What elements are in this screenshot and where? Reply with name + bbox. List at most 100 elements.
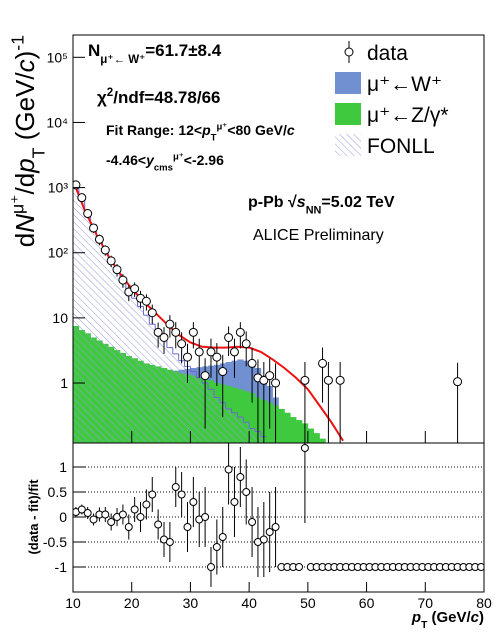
residual-point [206,563,215,571]
residual-point [259,535,268,544]
hist-bin [237,417,244,443]
annotation: ALICE Preliminary [253,227,384,244]
data-point [147,308,157,318]
residual-point [218,533,227,541]
data-point [100,245,110,255]
residual-point [300,444,309,452]
annotation: χ2/ndf=48.78/66 [97,87,220,107]
data-point [212,352,222,362]
residual-point [107,518,116,526]
x-axis-label: pT (GeV/c) [411,609,484,631]
text-part: cms [154,163,173,174]
residual-point [201,513,210,521]
text-part: N [88,41,100,60]
data-point [141,296,151,306]
legend-symbol [335,103,361,125]
hist-bin [249,428,256,443]
hist-bin [208,389,215,443]
residual-point [248,518,257,526]
y-tick-label: -0.5 [43,534,67,550]
hist-bin [161,340,168,443]
data-point [73,180,81,190]
x-tick-label: 70 [417,595,433,611]
residual-point [101,510,110,519]
residual-point [189,498,198,506]
x-tick-label: 50 [300,595,316,611]
hist-bin [84,212,91,443]
data-point [229,347,239,357]
hist-bin [114,269,121,443]
x-tick-label: 30 [183,595,199,611]
data-point [130,284,140,294]
text-part: 2 [107,87,113,99]
text-part: =5.02 TeV [321,194,394,211]
residual-point [89,515,98,524]
data-point [83,209,93,219]
annotation: -4.46<ycmsμ⁺<-2.96 [106,151,224,173]
residual-point [130,505,139,514]
text-part: p [10,158,40,173]
y-tick-label: -1 [55,559,68,575]
hist-bin [90,224,97,443]
text-part: =61.7±8.4 [145,41,222,60]
hist-bin [78,199,86,443]
data-point [271,378,281,388]
text-part: y [145,152,155,168]
hist-bin [243,391,250,443]
residual-point [230,498,239,506]
text-part: c [10,59,40,72]
text-part: c [287,122,295,138]
data-point [106,256,116,266]
text-part: p [411,609,421,626]
data-point [171,327,181,337]
text-part: T [28,147,48,158]
text-part: <-2.96 [184,152,224,168]
residual-point [183,523,192,531]
text-part: T [421,620,428,631]
text-part: μ⁺ [216,121,227,132]
legend-symbol [335,72,361,94]
data-point [89,223,99,233]
x-tick-label: 10 [65,595,81,611]
hist-bin [73,187,80,443]
data-point [94,234,104,244]
legend-symbol [335,134,361,156]
data-point [247,358,257,368]
y-tick-label: 0.5 [48,484,68,500]
hist-bin [125,288,133,443]
hist-bin [319,438,326,443]
data-point [335,375,345,385]
text-part: χ [97,88,107,107]
data-point [259,375,269,385]
text-part: (GeV/ [10,72,40,148]
hist-bin [325,443,331,448]
hist-bin [237,389,244,443]
y-tick-label: 1 [59,459,67,475]
data-point [265,371,275,381]
text-part: <80 GeV/ [227,122,287,138]
y-tick-label: 10⁵ [47,49,68,65]
x-tick-label: 40 [241,595,257,611]
y-tick-label: 0 [59,509,67,525]
residual-point [212,543,221,551]
hist-bin [155,332,162,443]
text-part: Fit Range: 12< [106,122,202,138]
hist-bin [225,408,232,443]
legend-label: μ⁺←Z/γ* [367,104,449,127]
text-part: T [211,133,217,144]
residual-point [165,538,174,546]
data-point [241,339,251,349]
residual-point [224,465,233,474]
x-tick-label: 20 [124,595,140,611]
legend-label: μ⁺←W⁺ [367,73,442,96]
data-point [206,347,216,357]
hist-bin [102,247,109,443]
text-part: NN [306,204,322,216]
residual-point [477,563,484,571]
hist-bin [296,420,303,443]
residual-point [148,490,157,499]
bottom-plot [73,443,484,587]
data-point [177,339,187,349]
data-point [224,332,234,342]
